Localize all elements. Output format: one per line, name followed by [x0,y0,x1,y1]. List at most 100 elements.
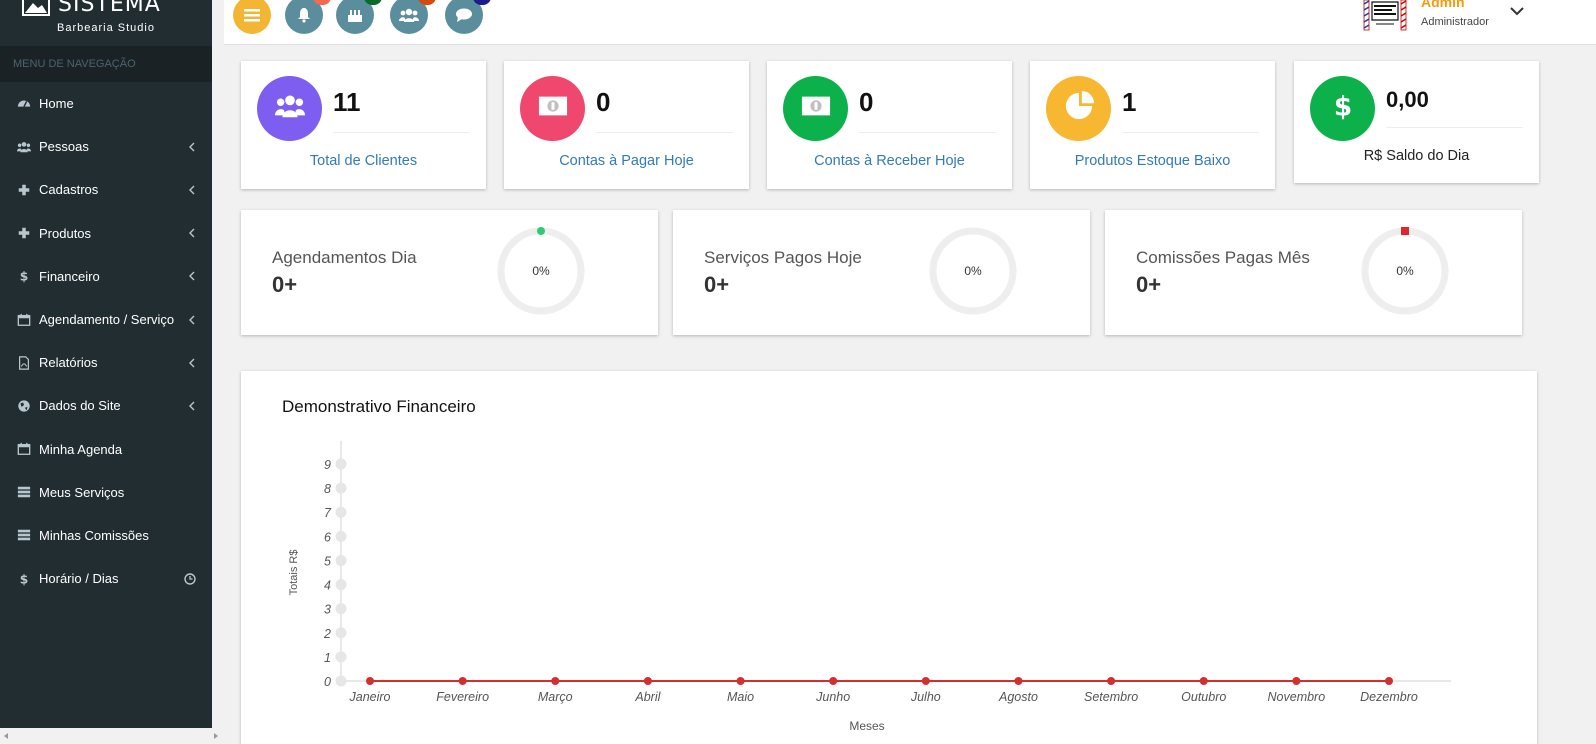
money-bill-icon [801,91,831,126]
brand[interactable]: SISTEMA Barbearia Studio [0,0,212,40]
barber-logo-avatar[interactable] [1362,0,1408,32]
dashboard-icon [16,97,32,111]
chevron-left-icon [189,358,195,368]
sidebar-item-horario-dias[interactable]: $ Horário / Dias [0,557,212,600]
calendar-icon [16,442,32,456]
y-tick-dot [335,603,347,615]
y-tick-dot [335,627,347,639]
calendar-icon [16,313,32,327]
x-tick-label: Maio [727,690,754,704]
y-tick-dot [335,530,347,542]
stat-label[interactable]: Produtos Estoque Baixo [1074,153,1231,169]
x-tick-label: Agosto [998,690,1038,704]
financial-chart-card: Demonstrativo Financeiro 0 1 2 3 4 5 6 7 8 9 Totai… [241,371,1537,744]
data-point [921,677,930,685]
sidebar-item-agendamento-servico[interactable]: Agendamento / Serviço [0,298,212,341]
sidebar-item-relatorios[interactable]: Relatórios [0,341,212,384]
server-icon [16,528,32,542]
sidebar-item-label: Minhas Comissões [39,527,149,543]
brand-title: SISTEMA [58,0,161,17]
y-tick-dot [335,458,347,470]
stat-label[interactable]: Total de Clientes [309,153,418,169]
birthdays-button[interactable]: 0 [336,0,382,34]
sidebar-item-label: Home [39,96,74,112]
gauge-marker [1401,227,1409,235]
sidebar-item-cadastros[interactable]: Cadastros [0,168,212,211]
sidebar-item-label: Cadastros [39,182,99,198]
stat-card: $0,00 R$ Saldo do Dia [1294,61,1539,183]
y-tick-label: 7 [324,506,332,520]
y-tick-dot [335,579,347,591]
notifications-button[interactable]: 0 [285,0,331,34]
nav-list: Home Pessoas Cadastros Produtos $ Financeiro A… [0,82,212,600]
divider [333,132,470,133]
sidebar-item-label: Financeiro [39,268,100,284]
sidebar-item-financeiro[interactable]: $ Financeiro [0,255,212,298]
y-tick-label: 0 [324,675,331,689]
stat-icon-circle: $ [1310,76,1375,141]
messages-badge: 1 [473,0,491,5]
stat-card[interactable]: 0 Contas à Pagar Hoje [504,61,749,189]
y-tick-label: 1 [324,651,331,665]
data-point [1014,677,1023,685]
gauge-percent: 0% [532,264,550,278]
data-point [366,677,374,685]
sidebar-item-minhas-comissoes[interactable]: Minhas Comissões [0,514,212,557]
mountain-logo-icon [22,0,50,16]
x-tick-label: Março [538,690,573,704]
sidebar-item-minha-agenda[interactable]: Minha Agenda [0,428,212,471]
menu-toggle-button[interactable] [233,0,271,34]
users-button[interactable]: 4 [390,0,436,34]
dollar-icon: $ [16,572,32,586]
stat-icon-circle [257,76,322,141]
x-tick-label: Junho [815,690,850,704]
horizontal-scrollbar[interactable] [0,728,224,744]
gauge-value: 0+ [272,272,298,297]
sidebar-item-label: Relatórios [39,355,98,371]
clock-icon [184,572,196,585]
data-point [458,677,467,685]
stat-value: 1 [1122,87,1137,117]
users-icon [399,8,419,22]
data-point [829,677,838,685]
messages-button[interactable]: 1 [445,0,491,34]
chevron-left-icon [189,315,195,325]
gauge-label: Comissões Pagas Mês [1136,248,1310,267]
chevron-down-icon[interactable] [1510,6,1524,16]
data-point [736,677,745,685]
brand-subtitle: Barbearia Studio [57,22,155,34]
stat-card[interactable]: 11 Total de Clientes [241,61,486,189]
chevron-left-icon [189,185,195,195]
stat-value: 0,00 [1386,87,1429,112]
gauge-card: Comissões Pagas Mês 0+ 0% [1105,210,1522,335]
hamburger-icon [244,9,260,22]
chevron-left-icon [189,228,195,238]
x-tick-label: Julho [910,690,941,704]
gauge-ring [497,227,585,315]
y-tick-label: 3 [324,603,331,617]
plus-icon [16,183,32,197]
stat-label[interactable]: Contas à Receber Hoje [814,153,965,169]
divider [596,132,733,133]
dollar-icon: $ [16,269,32,284]
gauge-marker [537,227,545,235]
user-role: Administrador [1421,16,1489,28]
sidebar-item-meus-servicos[interactable]: Meus Serviços [0,471,212,514]
sidebar-item-produtos[interactable]: Produtos [0,212,212,255]
stat-card[interactable]: 1 Produtos Estoque Baixo [1030,61,1275,189]
sidebar-item-dados-do-site[interactable]: Dados do Site [0,384,212,427]
stat-label[interactable]: Contas à Pagar Hoje [559,153,694,169]
gauge-card: Serviços Pagos Hoje 0+ 0% [673,210,1090,335]
stat-card[interactable]: 0 Contas à Receber Hoje [767,61,1012,189]
pdf-file-icon [16,355,32,370]
chevron-left-icon [189,271,195,281]
sidebar-item-label: Pessoas [39,139,89,155]
y-tick-label: 5 [324,554,331,568]
svg-text:$: $ [20,572,29,586]
sidebar-item-pessoas[interactable]: Pessoas [0,125,212,168]
sidebar-item-home[interactable]: Home [0,82,212,125]
y-tick-dot [335,675,347,687]
user-name[interactable]: Admin [1421,0,1465,10]
dollar-icon: $ [1328,91,1358,126]
gauge-label: Serviços Pagos Hoje [704,248,862,267]
